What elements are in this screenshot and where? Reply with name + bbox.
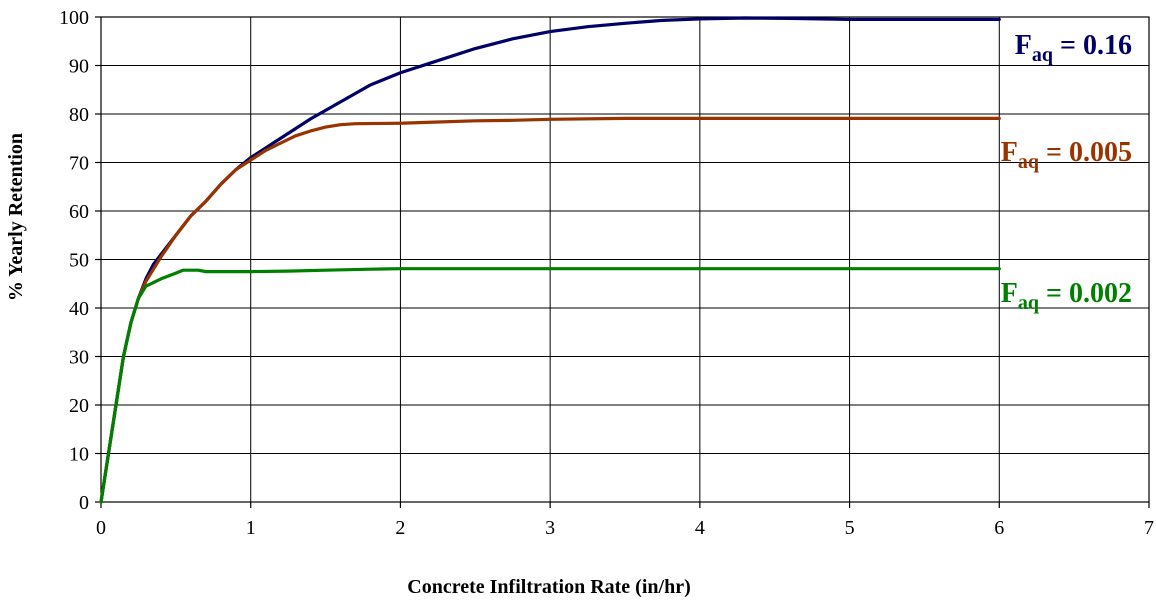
y-axis-title: % Yearly Retention (5, 133, 27, 301)
series-line-3 (99, 267, 1001, 504)
x-tick-label: 5 (845, 517, 855, 539)
x-tick-label: 1 (246, 517, 256, 539)
x-tick-label: 4 (695, 517, 705, 539)
x-tick-label: 0 (96, 517, 106, 539)
plot-frame (100, 16, 1150, 503)
x-tick-label: 7 (1144, 517, 1154, 539)
y-tick-label: 40 (69, 298, 89, 320)
y-tick-label: 20 (69, 395, 89, 417)
y-tick-label: 90 (69, 56, 89, 78)
x-tick-label: 3 (545, 517, 555, 539)
y-tick-label: 10 (69, 444, 89, 466)
axes: 0 10 20 30 40 50 60 70 80 90 100 0 1 2 3 4 5 6 7 (59, 7, 1154, 539)
y-tick-label: 60 (69, 201, 89, 223)
series-label-3: Faq = 0.002 (1001, 278, 1132, 314)
y-tick-label: 70 (69, 153, 89, 175)
x-axis-title: Concrete Infiltration Rate (in/hr) (407, 576, 690, 598)
x-tick-label: 6 (994, 517, 1004, 539)
series (99, 16, 1001, 504)
y-tick-label: 100 (59, 7, 89, 29)
y-tick-label: 30 (69, 347, 89, 369)
labels: Faq = 0.16 Faq = 0.005 Faq = 0.002 (1001, 30, 1132, 314)
y-tick-label: 80 (69, 104, 89, 126)
grid (101, 16, 1150, 502)
y-tick-label: 0 (79, 492, 89, 514)
y-tick-label: 50 (69, 250, 89, 272)
x-tick-label: 2 (395, 517, 405, 539)
series-label-1: Faq = 0.16 (1015, 30, 1132, 66)
series-label-2: Faq = 0.005 (1001, 137, 1132, 173)
